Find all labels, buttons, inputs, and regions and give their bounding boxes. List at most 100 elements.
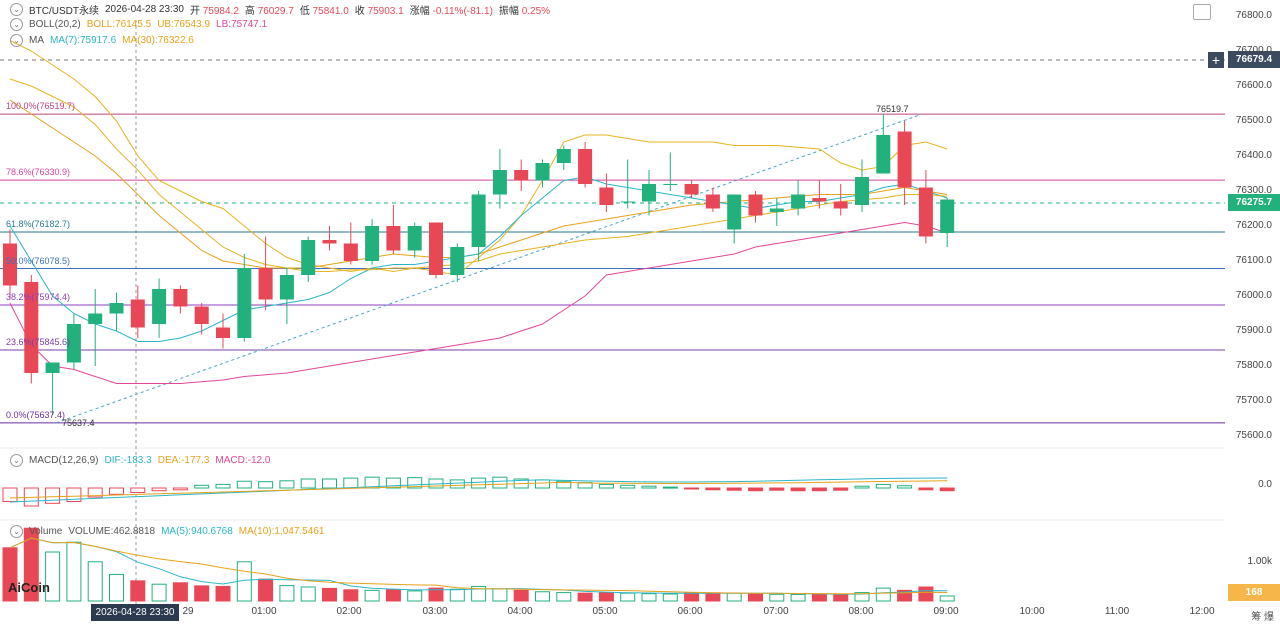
amplitude-value: 0.25% xyxy=(521,6,551,17)
boll-value: BOLL:76145.5 xyxy=(86,19,152,30)
macd-bar xyxy=(407,477,423,489)
time-axis-label: 12:00 xyxy=(1189,606,1215,617)
volume-bar xyxy=(343,589,359,602)
volume-bar xyxy=(875,587,891,602)
low-value: 75841.0 xyxy=(312,6,349,17)
candle-body xyxy=(152,289,167,324)
volume-bar xyxy=(215,585,231,602)
candle-body xyxy=(748,194,763,216)
price-axis-label: 76600.0 xyxy=(1235,80,1272,91)
candle-body xyxy=(535,163,550,181)
macd-bar xyxy=(194,484,210,489)
volume-bar xyxy=(66,541,82,602)
macd-bar xyxy=(2,487,18,502)
macd-bar xyxy=(66,487,82,502)
macd-bar xyxy=(726,487,742,491)
collapse-icon[interactable]: ⌄ xyxy=(10,525,23,538)
collapse-icon[interactable]: ⌄ xyxy=(10,3,23,16)
boll-label[interactable]: BOLL(20,2) xyxy=(29,19,81,30)
volume-bar xyxy=(641,593,657,602)
ma7-value: MA(7):75917.6 xyxy=(50,35,117,46)
macd-bar xyxy=(215,483,231,489)
fib-label: 0.0%(75637.4) xyxy=(6,409,66,420)
volume-bar xyxy=(620,592,636,602)
price-axis-label: 76400.0 xyxy=(1235,150,1272,161)
candle-body xyxy=(705,194,720,209)
low-annotation: 75637.4 xyxy=(62,418,95,428)
ma-label[interactable]: MA xyxy=(29,35,44,46)
volume-bar xyxy=(300,586,316,602)
volume-bar xyxy=(705,592,721,602)
volume-bar xyxy=(513,589,529,602)
volume-bar xyxy=(45,551,61,602)
macd-bar xyxy=(449,479,465,489)
ma30-value: MA(30):76322.6 xyxy=(122,35,194,46)
crosshair-time-tag: 2026-04-28 23:30 xyxy=(91,604,179,621)
candle-body xyxy=(450,247,465,275)
volume-bar xyxy=(918,586,934,602)
settings-icon[interactable] xyxy=(1193,4,1211,20)
time-axis-label: 11:00 xyxy=(1104,606,1130,617)
volume-bar xyxy=(811,593,827,602)
candle-body xyxy=(407,226,422,251)
macd-bar xyxy=(918,487,934,491)
footer-tabs[interactable]: 筹 爆 xyxy=(1251,612,1274,623)
price-axis-label: 76700.0 xyxy=(1235,45,1272,56)
time-axis-label: 02:00 xyxy=(336,606,362,617)
volume-axis-label: 1.00k xyxy=(1247,556,1272,567)
volume-bar xyxy=(598,592,614,602)
price-axis-label: 75800.0 xyxy=(1235,360,1272,371)
open-value: 75984.2 xyxy=(202,6,239,17)
time-axis-label: 09:00 xyxy=(933,606,959,617)
volume-bar xyxy=(492,588,508,602)
price-axis-label: 76500.0 xyxy=(1235,115,1272,126)
candle-body xyxy=(109,303,124,314)
candle-body xyxy=(365,226,380,261)
macd-bar xyxy=(662,486,678,489)
time-axis-partial: 29 xyxy=(182,606,194,617)
time-axis-label: 03:00 xyxy=(422,606,448,617)
volume-bar xyxy=(748,593,763,602)
macd-bar xyxy=(833,487,849,491)
dif-value: DIF:-183.3 xyxy=(104,455,152,466)
volume-bar xyxy=(194,585,210,602)
volume-label[interactable]: Volume xyxy=(29,526,63,537)
macd-bar xyxy=(151,487,167,492)
collapse-icon[interactable]: ⌄ xyxy=(10,454,23,467)
dea-line xyxy=(9,480,948,499)
candle-body xyxy=(130,299,145,328)
volume-bar xyxy=(684,592,700,602)
candle-body xyxy=(620,201,635,203)
add-alert-button[interactable]: + xyxy=(1208,52,1224,68)
volume-legend: ⌄ Volume VOLUME:462.8818 MA(5):940.6768 … xyxy=(0,525,324,538)
candle-body xyxy=(279,275,294,300)
close-value: 75903.1 xyxy=(367,6,404,17)
collapse-icon[interactable]: ⌄ xyxy=(10,34,23,47)
candle-body xyxy=(918,187,933,237)
macd-bar xyxy=(684,487,700,490)
candle-body xyxy=(88,313,103,324)
macd-bar xyxy=(343,477,359,489)
collapse-icon[interactable]: ⌄ xyxy=(10,18,23,31)
volume-bar xyxy=(897,589,913,602)
macd-label[interactable]: MACD(12,26,9) xyxy=(29,455,99,466)
macd-bar xyxy=(705,487,721,491)
candle-body xyxy=(24,282,39,373)
macd-bar xyxy=(535,479,550,489)
macd-bar xyxy=(45,487,61,504)
volume-bar xyxy=(854,592,870,602)
boll-legend: ⌄ BOLL(20,2) BOLL:76145.5 UB:76543.9 LB:… xyxy=(0,18,267,31)
candle-body xyxy=(684,184,699,195)
candle-body xyxy=(812,198,827,202)
volume-bar xyxy=(471,585,487,602)
macd-bar xyxy=(279,480,295,489)
macd-bar xyxy=(939,487,955,492)
boll-ub-value: UB:76543.9 xyxy=(157,19,211,30)
volume-bar xyxy=(833,594,849,602)
top-price-tag: 76679.4 xyxy=(1228,51,1280,68)
high-value: 76029.7 xyxy=(257,6,294,17)
price-axis-label: 76100.0 xyxy=(1235,255,1272,266)
macd-value: MACD:-12.0 xyxy=(215,455,271,466)
